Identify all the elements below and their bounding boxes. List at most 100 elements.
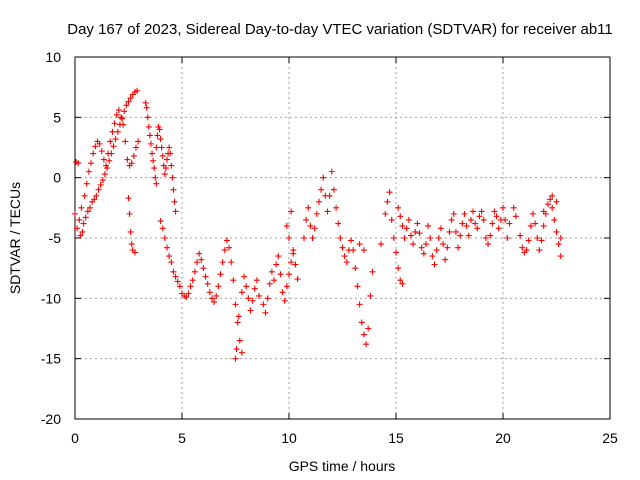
x-axis-label: GPS time / hours [289,458,396,474]
data-point [365,325,372,332]
data-point [474,225,481,232]
data-point [268,268,275,275]
data-point [290,247,297,254]
data-point [90,150,97,157]
data-point [303,216,310,223]
data-point [127,95,134,102]
data-point [134,87,141,94]
data-point [450,210,457,217]
y-tick-label: 10 [45,49,61,65]
data-point [277,271,284,278]
data-point [358,319,365,326]
data-point [152,174,159,181]
data-point [538,237,545,244]
data-point [547,196,554,203]
data-point [232,301,239,308]
data-point [309,235,316,241]
data-point [158,144,165,151]
data-point [457,232,464,239]
data-point [461,210,468,217]
data-point [193,259,200,266]
data-point [97,181,104,188]
data-point [161,171,168,178]
data-points [72,87,564,362]
data-point [352,265,359,272]
data-point [253,277,260,284]
data-point [382,210,389,217]
data-point [93,192,100,199]
data-point [234,319,241,326]
data-point [405,216,412,223]
data-point [172,208,179,215]
data-point [217,271,224,278]
data-point [288,208,295,215]
data-point [247,307,254,314]
data-point [72,210,78,217]
data-point [169,174,176,181]
data-point [467,216,474,223]
data-point [407,232,414,239]
data-point [335,220,342,227]
data-point [360,247,367,254]
data-point [101,171,108,178]
data-point [397,277,404,284]
data-point [534,235,541,241]
data-point [410,241,417,248]
data-point [487,232,494,239]
data-point [527,222,534,229]
data-point [115,107,122,114]
data-point [120,121,127,128]
data-point [504,235,511,241]
data-point [170,268,177,275]
data-point [476,213,483,220]
data-point [273,261,280,268]
data-point [401,235,408,241]
data-point [318,186,325,193]
data-point [230,277,237,284]
data-point [114,128,121,135]
data-point [75,160,82,167]
data-point [300,235,307,241]
data-point [360,331,367,338]
data-point [77,232,84,239]
data-point [544,201,551,208]
data-point [264,295,271,302]
data-point [95,186,102,193]
data-point [243,283,250,290]
data-point [256,292,263,299]
data-point [189,277,196,284]
data-point [79,228,86,235]
data-point [91,196,98,203]
data-point [76,216,83,223]
data-point [367,292,374,299]
data-point [219,259,226,266]
data-point [470,208,477,215]
data-point [427,235,434,241]
data-point [395,265,402,272]
data-point [433,247,440,254]
data-point [112,136,119,143]
data-point [455,244,462,251]
data-point [125,195,132,202]
data-point [151,165,158,172]
data-point [162,165,169,172]
data-point [420,250,427,257]
x-tick-label: 20 [495,430,511,446]
data-point [333,204,340,211]
data-point [363,341,370,348]
data-point [92,143,99,150]
data-point [510,204,517,211]
data-point [260,301,267,308]
data-point [166,253,173,260]
data-point [96,140,103,147]
data-point [553,198,560,205]
data-point [123,102,130,109]
data-point [211,298,218,305]
data-point [108,150,115,157]
data-point [465,232,472,239]
data-point [164,244,171,251]
data-point [99,177,106,184]
data-point [110,143,117,150]
data-point [294,276,301,283]
